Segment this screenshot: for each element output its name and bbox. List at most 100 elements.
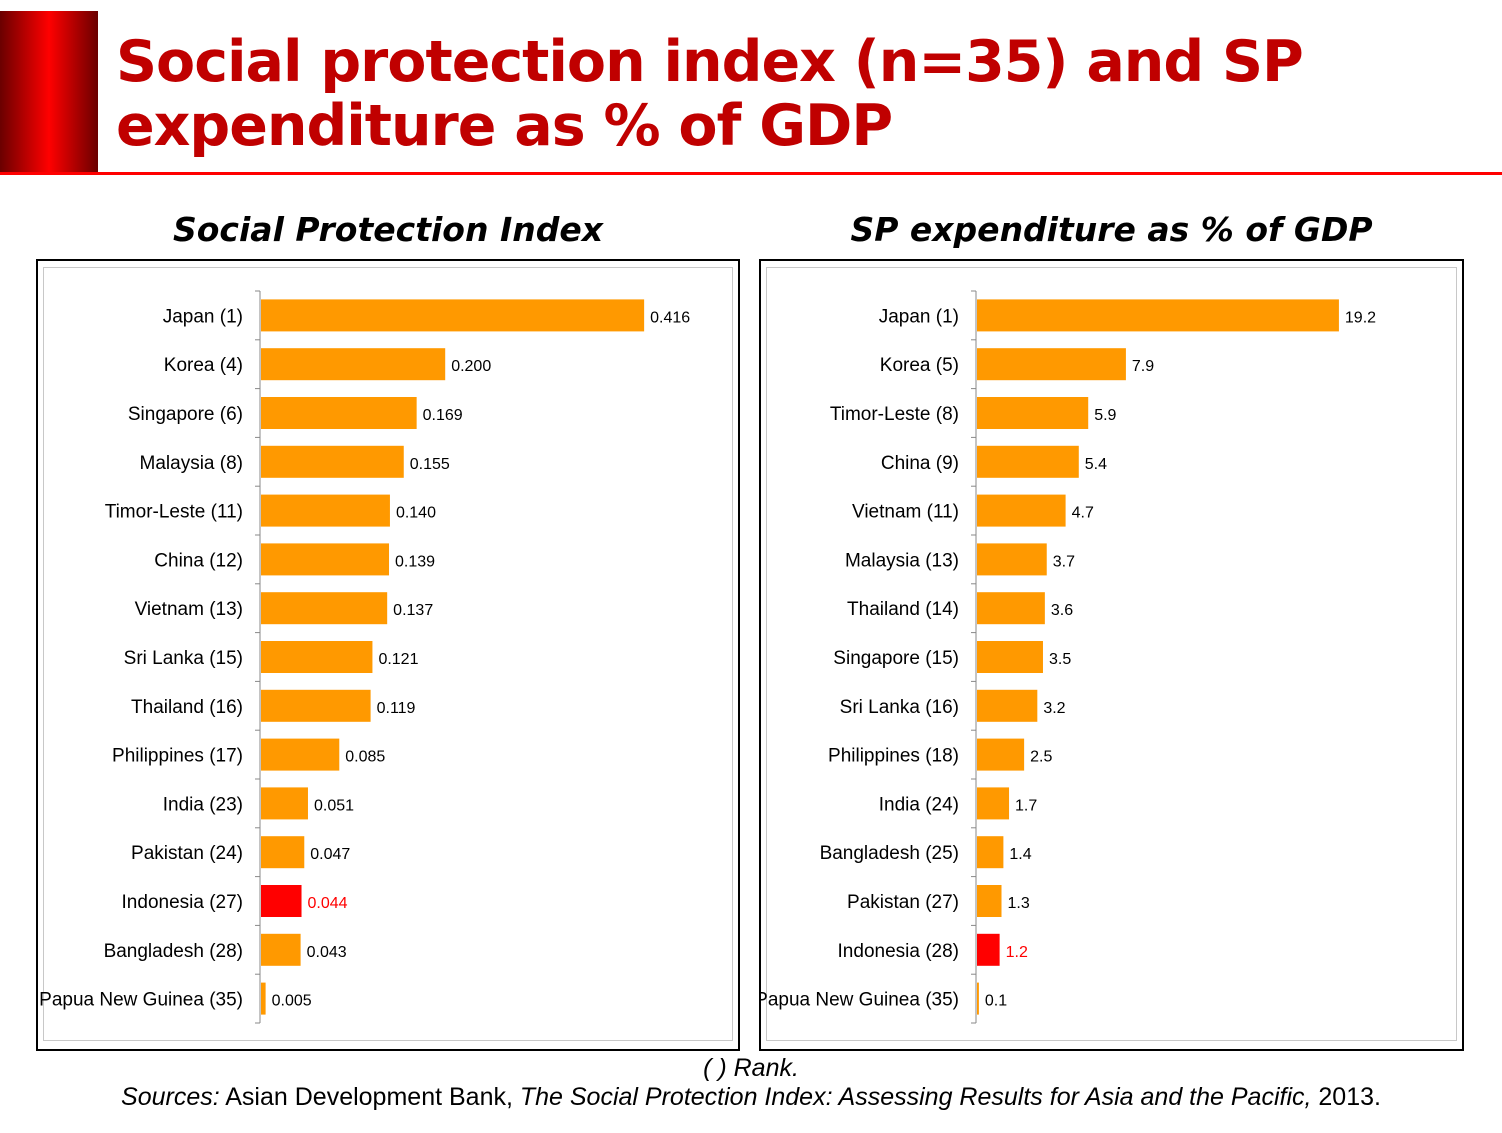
category-label: China (12) [154, 550, 243, 571]
bar [977, 982, 979, 1015]
value-label: 4.7 [1072, 505, 1094, 522]
category-label: Singapore (6) [128, 404, 243, 425]
value-label: 5.4 [1085, 456, 1107, 473]
value-label: 0.047 [310, 846, 350, 863]
category-label: Sri Lanka (16) [840, 697, 959, 718]
category-label: India (23) [163, 794, 243, 815]
value-label: 5.9 [1094, 407, 1116, 424]
value-label: 0.140 [396, 505, 436, 522]
category-label: Bangladesh (25) [820, 843, 959, 864]
chart-spi: Japan (1) 0.416 Korea (4) 0.200 Singapore (6… [36, 259, 740, 1051]
bar [261, 641, 373, 673]
sources-note: Sources: Asian Development Bank, The Soc… [0, 1083, 1502, 1112]
bar [261, 982, 266, 1015]
value-label: 0.1 [985, 993, 1007, 1010]
bar [977, 641, 1043, 673]
value-label: 1.7 [1015, 797, 1037, 814]
value-label: 1.2 [1006, 944, 1028, 961]
category-label: Singapore (15) [833, 648, 959, 669]
value-label: 0.043 [307, 944, 347, 961]
sources-year: 2013. [1311, 1083, 1381, 1111]
sources-publisher: Asian Development Bank, [219, 1083, 520, 1111]
page-title: Social protection index (n=35) and SP exp… [116, 29, 1304, 159]
chart-title-spi: Social Protection Index [172, 210, 603, 249]
category-label: Vietnam (11) [852, 502, 959, 523]
category-label: Sri Lanka (15) [124, 648, 243, 669]
chart-expenditure-svg: Japan (1) 19.2 Korea (5) 7.9 Timor-Leste (8)… [761, 290, 1376, 1024]
value-label: 3.7 [1053, 553, 1075, 570]
value-label: 0.044 [308, 895, 348, 912]
bar [261, 689, 371, 722]
bar [977, 836, 1004, 869]
bar [977, 933, 1000, 966]
title-accent-block [0, 11, 98, 174]
category-label: Bangladesh (28) [104, 941, 243, 962]
title-line-1: Social protection index (n=35) and SP [116, 29, 1304, 95]
category-label: Thailand (14) [847, 599, 959, 620]
sources-label: Sources: [121, 1083, 220, 1111]
category-label: Thailand (16) [131, 697, 243, 718]
bar [977, 787, 1010, 820]
category-label: Malaysia (8) [140, 453, 243, 474]
value-label: 0.051 [314, 797, 354, 814]
bar [261, 299, 645, 332]
value-label: 0.155 [410, 456, 450, 473]
value-label: 0.139 [395, 553, 435, 570]
value-label: 1.3 [1008, 895, 1030, 912]
value-label: 1.4 [1009, 846, 1031, 863]
title-line-2: expenditure as % of GDP [116, 93, 893, 159]
category-label: Japan (1) [163, 306, 243, 327]
bar [261, 933, 301, 966]
bar [977, 543, 1047, 576]
value-label: 19.2 [1345, 309, 1376, 326]
category-label: Malaysia (13) [845, 550, 959, 571]
plot-area [43, 267, 733, 1041]
chart-title-expenditure: SP expenditure as % of GDP [850, 210, 1373, 249]
bar [261, 787, 308, 820]
category-label: India (24) [879, 794, 959, 815]
bar [261, 445, 404, 478]
category-label: Papua New Guinea (35) [761, 990, 959, 1011]
bar [261, 738, 340, 771]
category-label: Korea (4) [164, 355, 243, 376]
bar [977, 494, 1066, 527]
sources-title: The Social Protection Index: Assessing R… [519, 1083, 1312, 1111]
category-label: Papua New Guinea (35) [39, 990, 243, 1011]
category-label: Timor-Leste (8) [830, 404, 959, 425]
bar [977, 885, 1002, 917]
bar [977, 299, 1339, 332]
category-label: Japan (1) [879, 306, 959, 327]
title-underline [0, 172, 1502, 175]
bar [977, 592, 1045, 625]
value-label: 2.5 [1030, 749, 1052, 766]
value-label: 0.169 [423, 407, 463, 424]
bar [977, 738, 1025, 771]
bar [261, 397, 417, 429]
bar [977, 689, 1038, 722]
bar [261, 494, 390, 527]
bar [261, 543, 390, 576]
footnote-rank: ( ) Rank. [703, 1054, 799, 1082]
value-label: 3.5 [1049, 651, 1071, 668]
value-label: 0.137 [393, 602, 433, 619]
plot-area [766, 267, 1457, 1041]
chart-spi-svg: Japan (1) 0.416 Korea (4) 0.200 Singapore (6… [39, 290, 690, 1024]
category-label: Philippines (17) [112, 746, 243, 767]
bar [977, 348, 1126, 381]
value-label: 7.9 [1132, 358, 1154, 375]
value-label: 0.121 [378, 651, 418, 668]
category-label: Pakistan (24) [131, 843, 243, 864]
category-label: Korea (5) [880, 355, 959, 376]
bar [977, 445, 1079, 478]
bar [261, 348, 446, 381]
category-label: Pakistan (27) [847, 892, 959, 913]
category-label: Philippines (18) [828, 746, 959, 767]
value-label: 0.119 [377, 700, 416, 717]
bar [261, 836, 305, 869]
category-label: China (9) [881, 453, 959, 474]
bar [261, 592, 388, 625]
value-label: 3.6 [1051, 602, 1073, 619]
value-label: 0.085 [345, 749, 385, 766]
category-label: Indonesia (28) [838, 941, 959, 962]
category-label: Indonesia (27) [122, 892, 243, 913]
